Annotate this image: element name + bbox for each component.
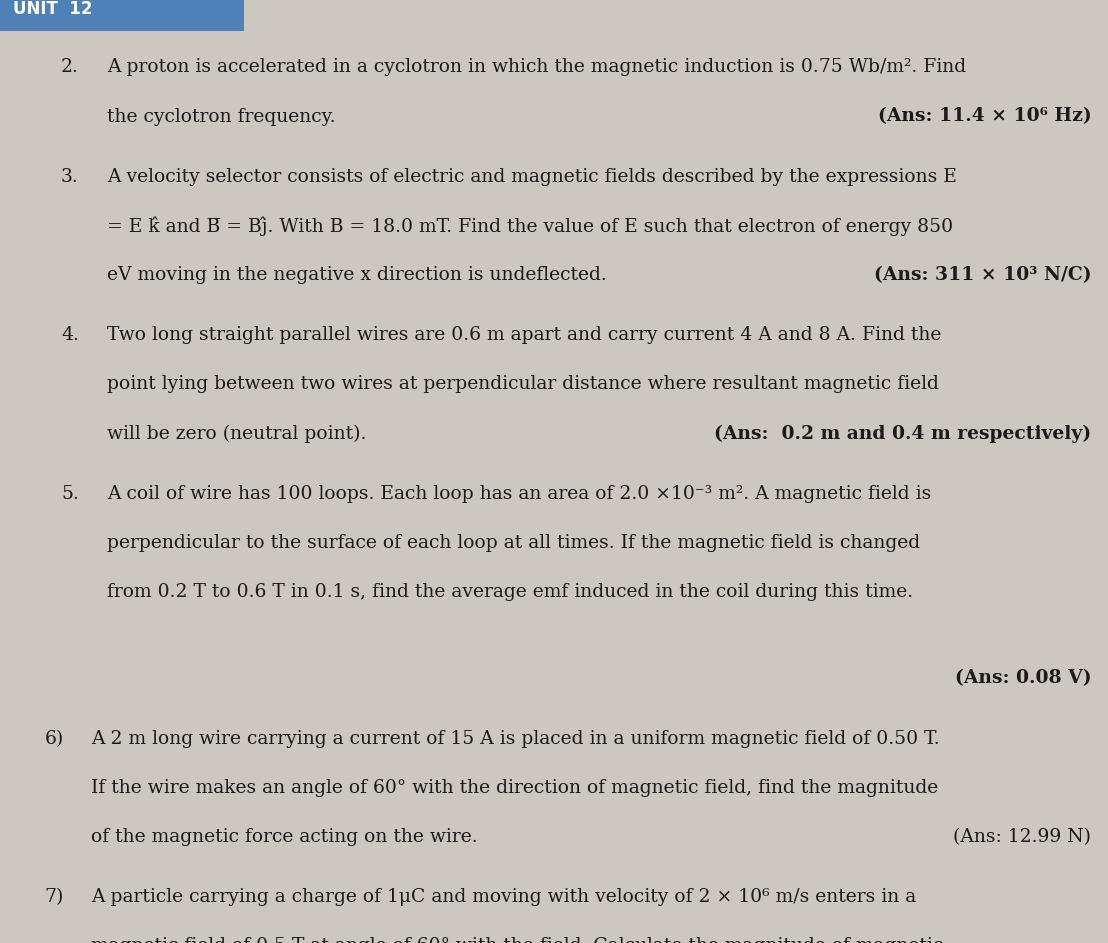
FancyBboxPatch shape xyxy=(0,0,244,31)
Text: A coil of wire has 100 loops. Each loop has an area of 2.0 ×10⁻³ m². A magnetic : A coil of wire has 100 loops. Each loop … xyxy=(107,485,932,503)
Text: A velocity selector consists of electric and magnetic fields described by the ex: A velocity selector consists of electric… xyxy=(107,168,957,186)
Text: of the magnetic force acting on the wire.: of the magnetic force acting on the wire… xyxy=(91,828,478,846)
Text: 2.: 2. xyxy=(61,58,79,76)
Text: 4.: 4. xyxy=(61,326,79,344)
Text: 5.: 5. xyxy=(61,485,79,503)
Text: A 2 m long wire carrying a current of 15 A is placed in a uniform magnetic field: A 2 m long wire carrying a current of 15… xyxy=(91,730,940,748)
Text: (Ans: 0.08 V): (Ans: 0.08 V) xyxy=(955,670,1091,687)
Text: will be zero (neutral point).: will be zero (neutral point). xyxy=(107,424,367,442)
Text: 6): 6) xyxy=(44,730,63,748)
Text: 3.: 3. xyxy=(61,168,79,186)
Text: (Ans: 11.4 × 10⁶ Hz): (Ans: 11.4 × 10⁶ Hz) xyxy=(878,108,1091,125)
Text: 7): 7) xyxy=(44,888,63,906)
Text: = E k̂ and B̅ = Bĵ. With B = 18.0 mT. Find the value of E such that electron of: = E k̂ and B̅ = Bĵ. With B = 18.0 mT. F… xyxy=(107,217,954,237)
Text: magnetic field of 0.5 T at angle of 60° with the field. Calculate the magnitude : magnetic field of 0.5 T at angle of 60° … xyxy=(91,937,943,943)
Text: If the wire makes an angle of 60° with the direction of magnetic field, find the: If the wire makes an angle of 60° with t… xyxy=(91,779,938,797)
Text: (Ans: 12.99 N): (Ans: 12.99 N) xyxy=(953,828,1091,846)
Text: A proton is accelerated in a cyclotron in which the magnetic induction is 0.75 W: A proton is accelerated in a cyclotron i… xyxy=(107,58,966,76)
Text: point lying between two wires at perpendicular distance where resultant magnetic: point lying between two wires at perpend… xyxy=(107,375,940,393)
Text: UNIT  12: UNIT 12 xyxy=(13,0,93,19)
Text: the cyclotron frequency.: the cyclotron frequency. xyxy=(107,108,336,125)
Text: (Ans: 311 × 10³ N/C): (Ans: 311 × 10³ N/C) xyxy=(874,266,1091,284)
Text: perpendicular to the surface of each loop at all times. If the magnetic field is: perpendicular to the surface of each loo… xyxy=(107,534,921,552)
Text: eV moving in the negative x direction is undeflected.: eV moving in the negative x direction is… xyxy=(107,266,607,284)
Text: A particle carrying a charge of 1μC and moving with velocity of 2 × 10⁶ m/s ente: A particle carrying a charge of 1μC and … xyxy=(91,888,916,906)
Text: from 0.2 T to 0.6 T in 0.1 s, find the average emf induced in the coil during th: from 0.2 T to 0.6 T in 0.1 s, find the a… xyxy=(107,583,914,601)
Text: Two long straight parallel wires are 0.6 m apart and carry current 4 A and 8 A. : Two long straight parallel wires are 0.6… xyxy=(107,326,942,344)
Text: (Ans:  0.2 m and 0.4 m respectively): (Ans: 0.2 m and 0.4 m respectively) xyxy=(715,424,1091,442)
